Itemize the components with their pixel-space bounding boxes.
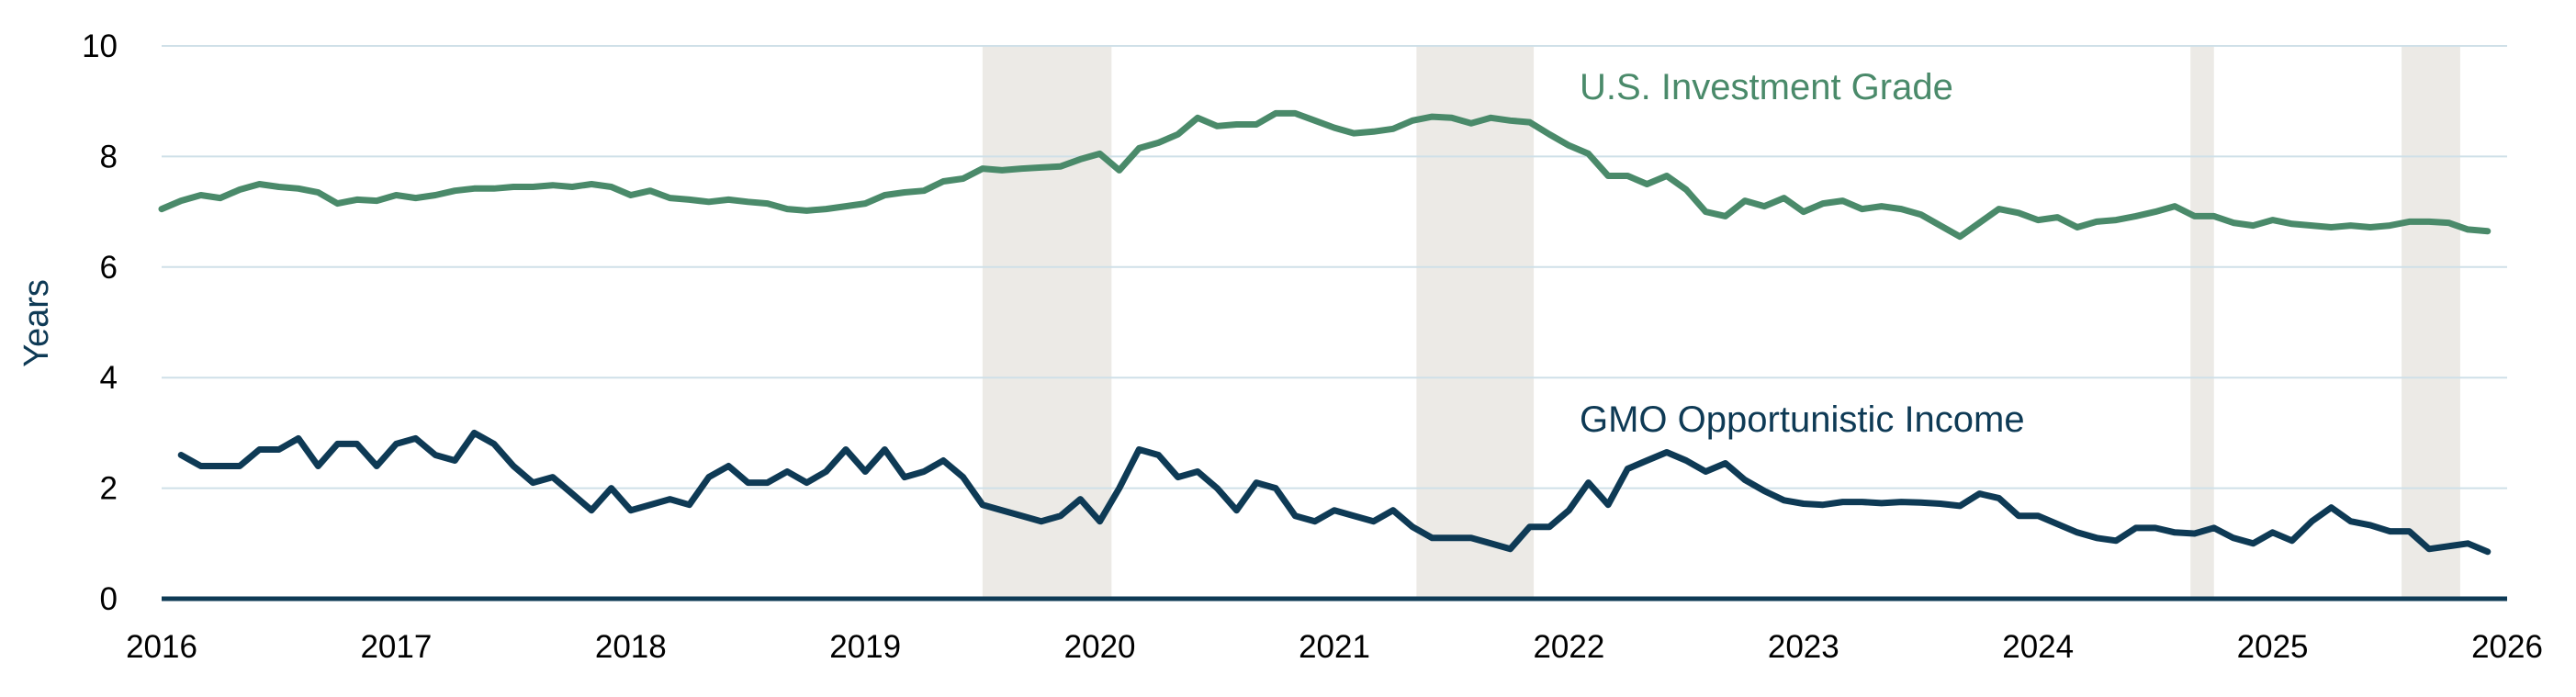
x-tick-label: 2025	[2237, 629, 2309, 665]
x-tick-label: 2017	[360, 629, 432, 665]
y-tick-label: 8	[100, 139, 118, 174]
series-lines	[158, 109, 2492, 556]
shaded-period-1	[1416, 46, 1535, 599]
series-label-gmo-opportunistic-income: GMO Opportunistic Income	[1580, 399, 2025, 440]
shaded-period-3	[2402, 46, 2460, 599]
series-line-0	[158, 109, 2492, 241]
x-tick-label: 2023	[1768, 629, 1839, 665]
shaded-period-2	[2190, 46, 2214, 599]
y-tick-label: 6	[100, 250, 118, 286]
y-tick-label: 0	[100, 581, 118, 617]
x-tick-label: 2022	[1533, 629, 1604, 665]
x-tick-label: 2019	[829, 629, 901, 665]
x-tick-label: 2018	[595, 629, 667, 665]
x-tick-label: 2016	[126, 629, 197, 665]
gridlines	[162, 45, 2507, 489]
y-axis-ticks: 0 2 4 6 8 10	[82, 28, 118, 617]
y-tick-label: 10	[82, 28, 118, 64]
x-tick-label: 2021	[1299, 629, 1370, 665]
y-tick-label: 4	[100, 360, 118, 396]
series-line-1	[177, 429, 2492, 556]
y-axis-title: Years	[17, 279, 56, 367]
x-tick-label: 2020	[1064, 629, 1136, 665]
x-axis-ticks: 2016 2017 2018 2019 2020 2021 2022 2023 2024 2025…	[126, 629, 2543, 665]
x-tick-label: 2024	[2002, 629, 2074, 665]
series-label-us-investment-grade: U.S. Investment Grade	[1580, 67, 1953, 107]
shaded-periods	[982, 46, 2460, 599]
y-tick-label: 2	[100, 471, 118, 507]
x-tick-label: 2026	[2471, 629, 2543, 665]
